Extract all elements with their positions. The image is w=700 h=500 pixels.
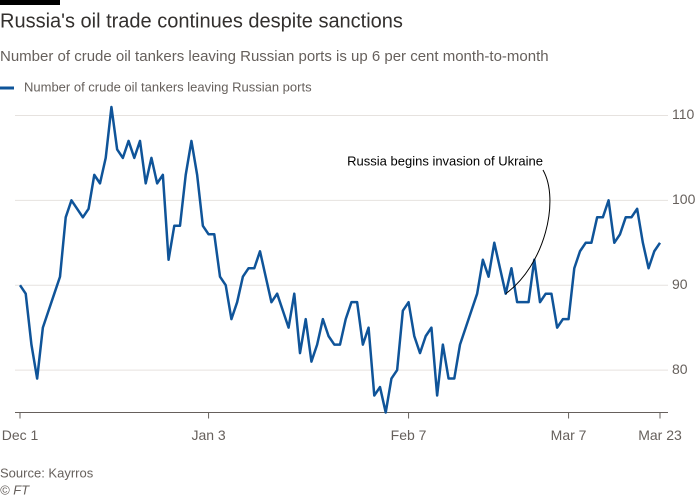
brand-bar [0,0,60,5]
annotation-line [505,169,551,295]
x-tick-label: Jan 3 [191,427,225,443]
annotation: Russia begins invasion of Ukraine [347,153,543,168]
y-tick-label: 80 [672,361,688,377]
x-tick-label: Mar 7 [551,427,587,443]
x-tick-label: Mar 23 [638,427,682,443]
chart-title: Russia's oil trade continues despite san… [0,10,403,32]
y-tick-label: 90 [672,276,688,292]
chart-subtitle: Number of crude oil tankers leaving Russ… [0,48,549,65]
x-tick-label: Dec 1 [2,427,39,443]
x-tick-label: Feb 7 [391,427,427,443]
legend-label: Number of crude oil tankers leaving Russ… [24,79,312,94]
y-tick-label: 100 [672,191,696,207]
series-line [18,105,662,414]
source: Source: Kayrros [0,465,94,480]
credit: © FT [0,482,30,497]
y-tick-label: 110 [672,106,695,122]
